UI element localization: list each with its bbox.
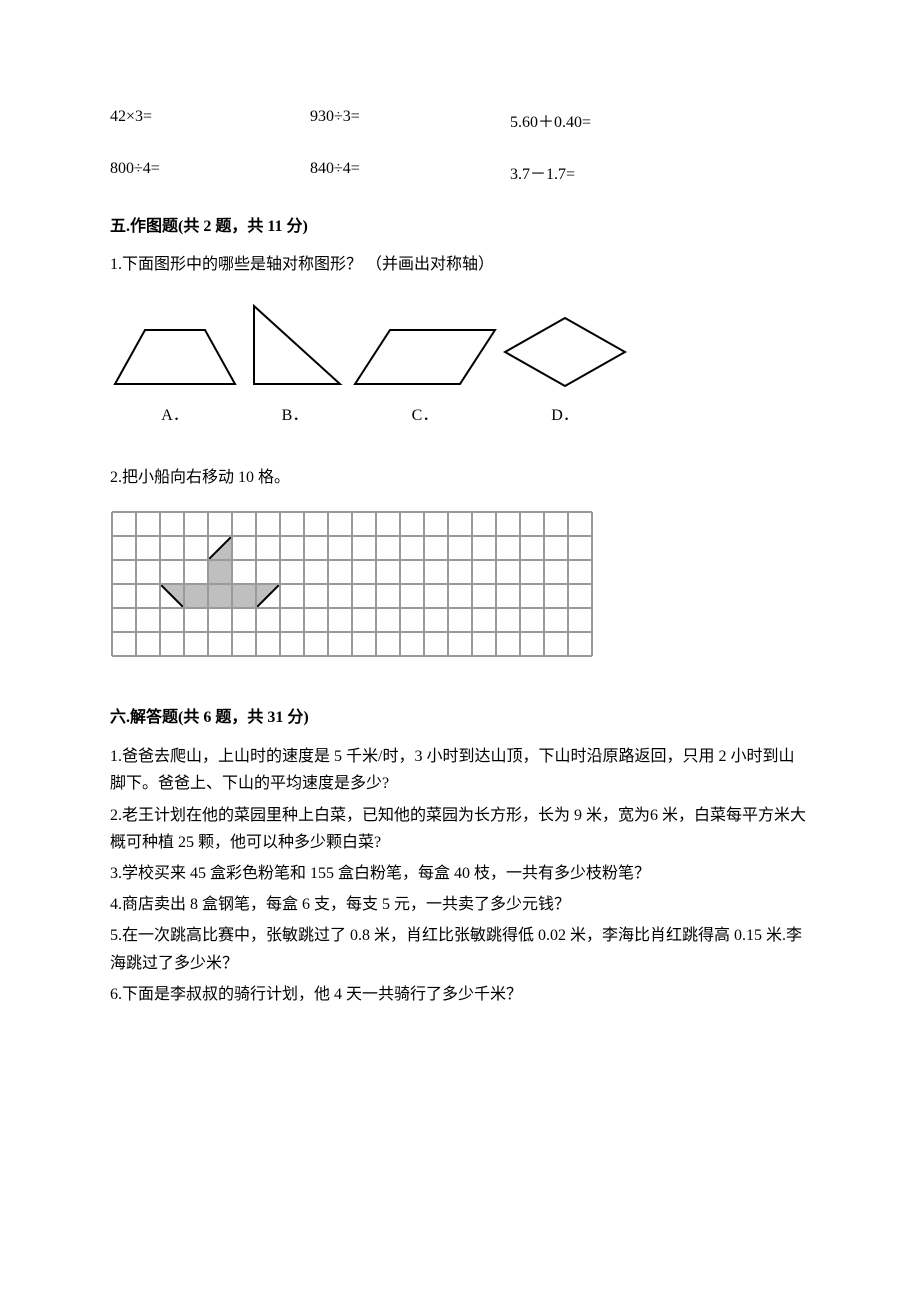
calc-cell: 42×3= [110,108,310,132]
calc-row-2: 800÷4= 840÷4= 3.7－1.7= [110,160,810,184]
section-5-heading: 五.作图题(共 2 题，共 11 分) [110,212,810,236]
word-problems: 1.爸爸去爬山，上山时的速度是 5 千米/时，3 小时到达山顶，下山时沿原路返回… [110,743,810,1008]
calc-cell: 5.60＋0.40= [510,108,710,132]
shape-label: D． [500,401,630,425]
problem-4: 4.商店卖出 8 盒钢笔，每盒 6 支，每支 5 元，一共卖了多少元钱？ [110,891,810,918]
boat-grid-svg [110,510,594,658]
right-triangle-icon [240,302,350,392]
calc-cell: 800÷4= [110,160,310,184]
problem-1: 1.爸爸去爬山，上山时的速度是 5 千米/时，3 小时到达山顶，下山时沿原路返回… [110,743,810,797]
boat-grid [110,510,810,663]
problem-3: 3.学校买来 45 盒彩色粉笔和 155 盒白粉笔，每盒 40 枝，一共有多少枝… [110,860,810,887]
problem-6: 6.下面是李叔叔的骑行计划，他 4 天一共骑行了多少千米？ [110,981,810,1008]
problem-2: 2.老王计划在他的菜园里种上白菜，已知他的菜园为长方形，长为 9 米，宽为6 米… [110,802,810,856]
calc-cell: 840÷4= [310,160,510,184]
shape-a: A． [110,322,240,425]
calc-cell: 930÷3= [310,108,510,132]
shapes-row: A． B． C． D． [110,302,810,425]
trapezoid-icon [110,322,240,392]
shape-label: A． [110,401,240,425]
section-5-q1: 1.下面图形中的哪些是轴对称图形？ （并画出对称轴） [110,252,810,278]
shape-label: B． [240,401,350,425]
shape-c: C． [350,322,500,425]
parallelogram-icon [350,322,500,392]
problem-5: 5.在一次跳高比赛中，张敏跳过了 0.8 米，肖红比张敏跳得低 0.02 米，李… [110,922,810,976]
shape-label: C． [350,401,500,425]
section-6-heading: 六.解答题(共 6 题，共 31 分) [110,703,810,727]
shape-d: D． [500,312,630,425]
calc-cell: 3.7－1.7= [510,160,710,184]
rhombus-icon [500,312,630,392]
shape-b: B． [240,302,350,425]
section-5-q2: 2.把小船向右移动 10 格。 [110,465,810,491]
calc-row-1: 42×3= 930÷3= 5.60＋0.40= [110,108,810,132]
